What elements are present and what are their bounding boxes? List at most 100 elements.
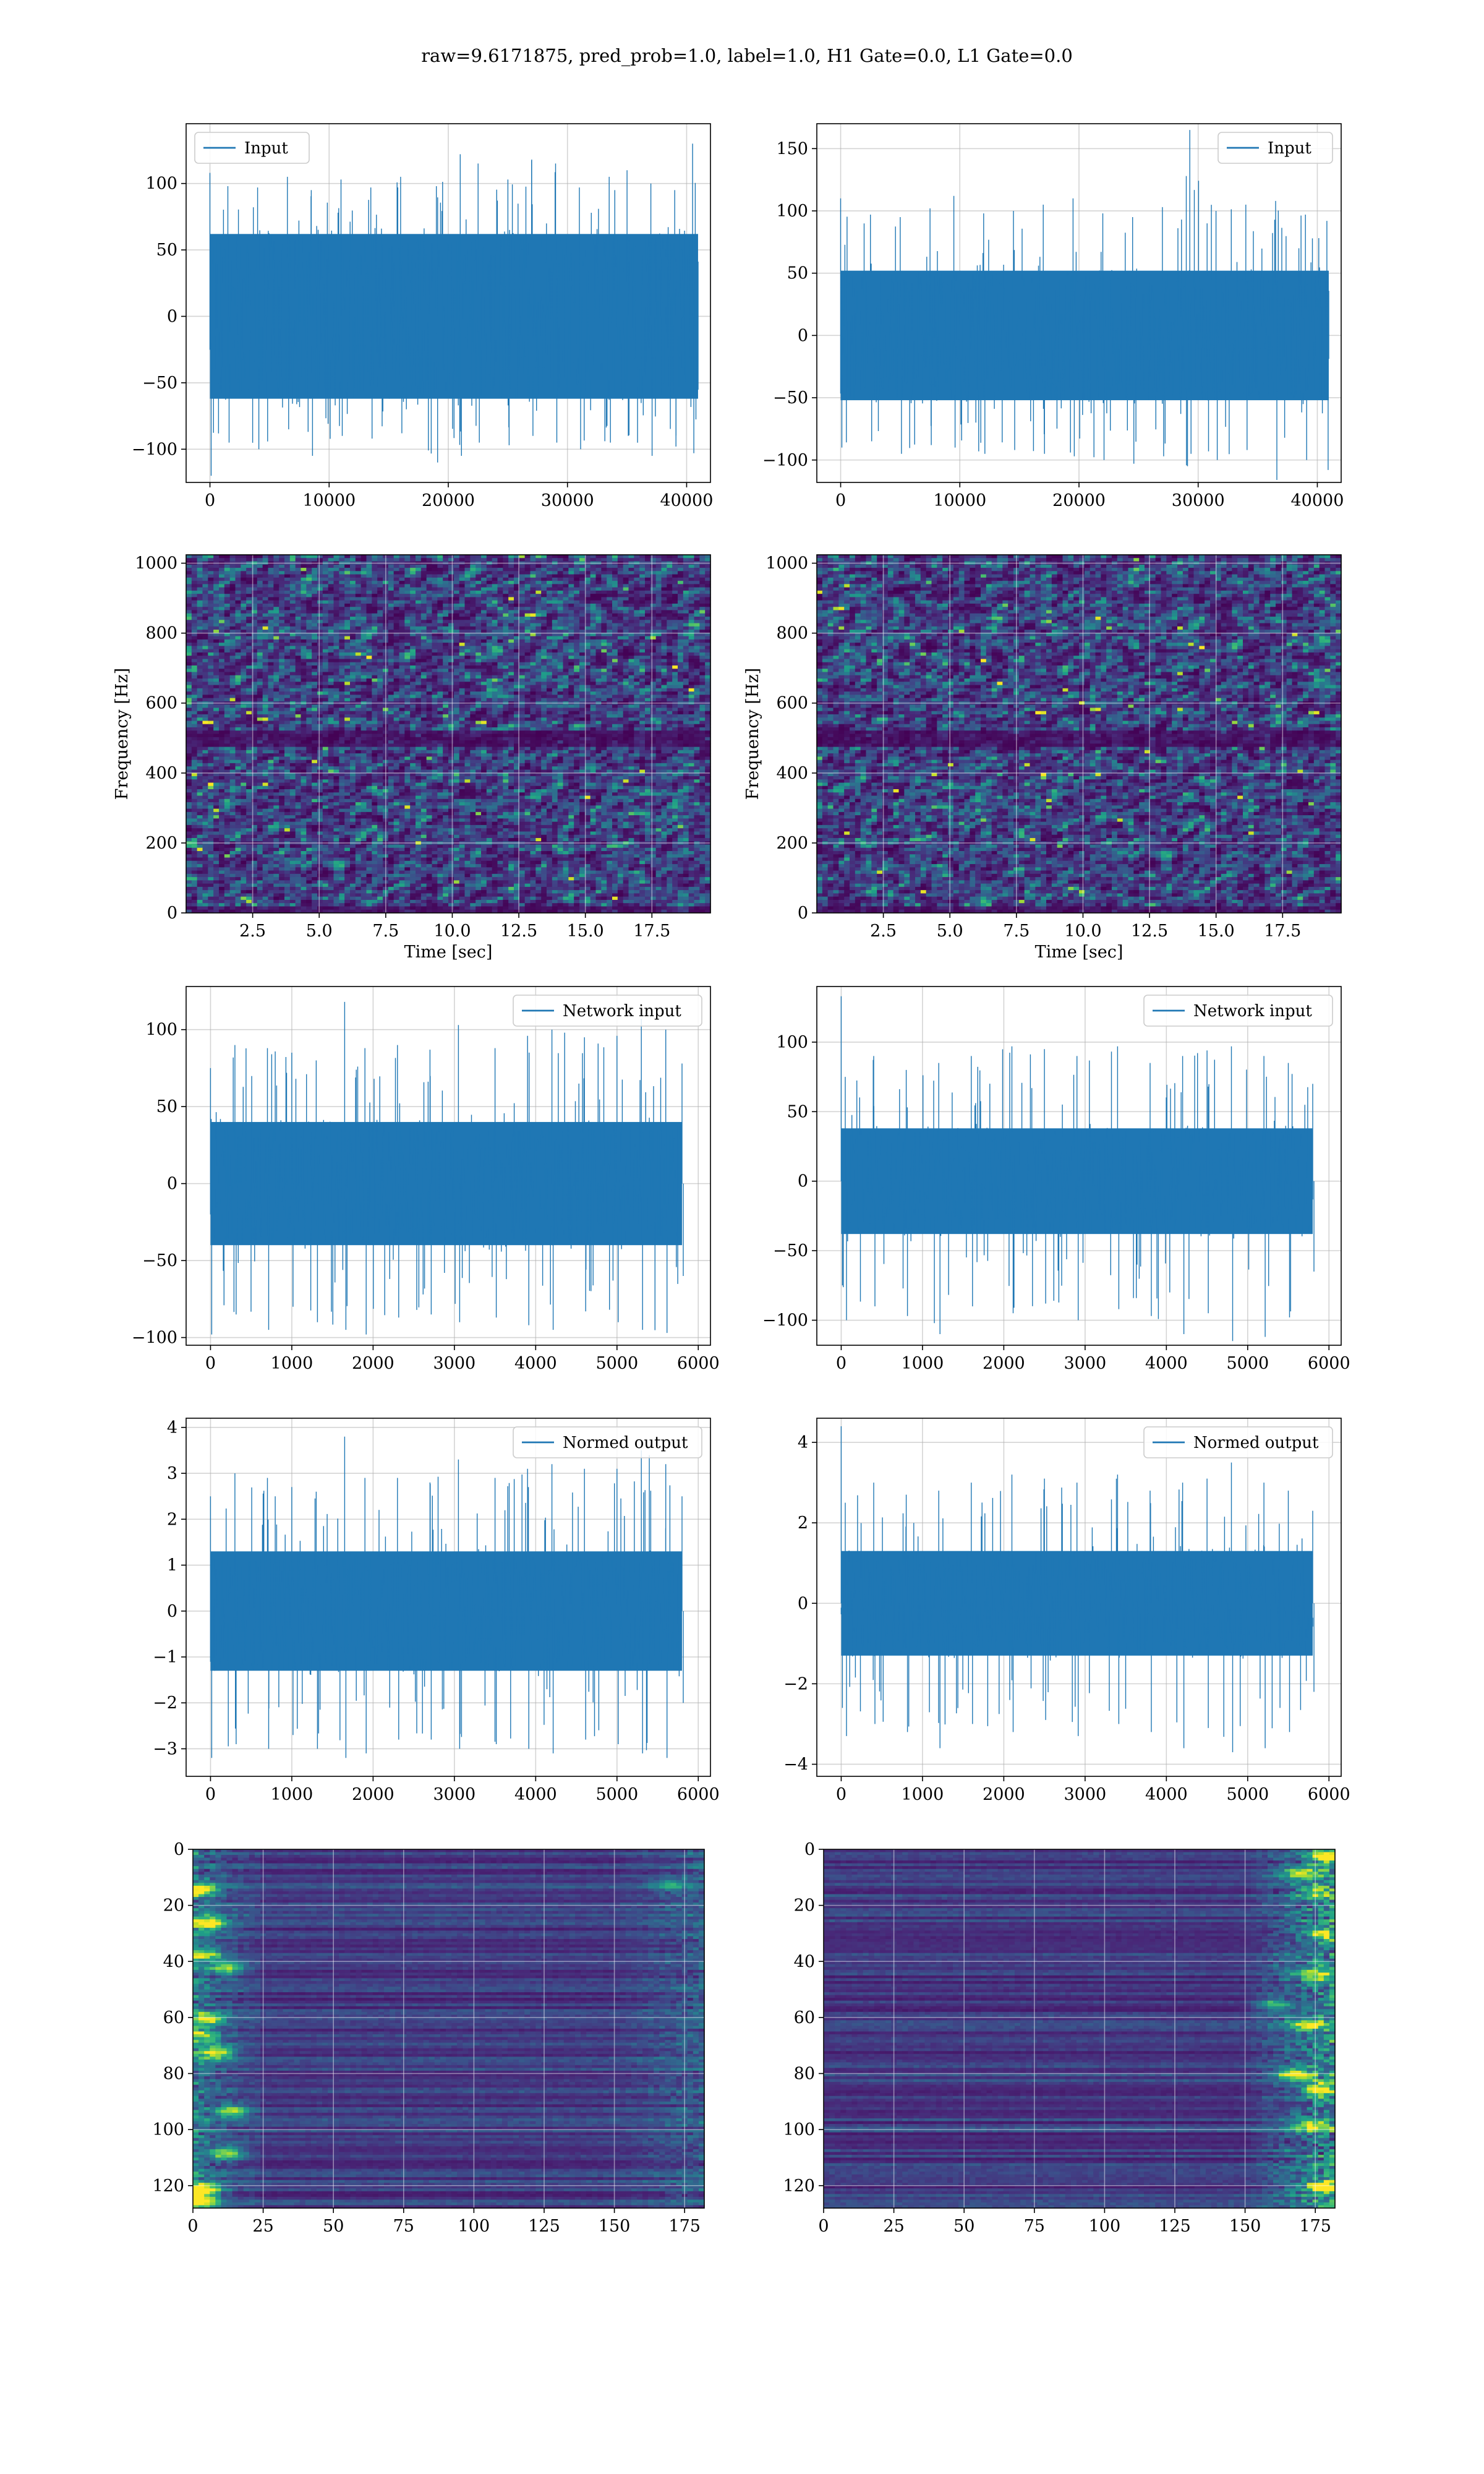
heatmap-cell xyxy=(503,708,509,712)
heatmap-cell xyxy=(295,639,302,643)
heatmap-cell xyxy=(229,587,236,591)
heatmap-cell xyxy=(317,704,323,708)
heatmap-cell xyxy=(377,590,383,594)
heatmap-cell xyxy=(672,649,678,653)
heatmap-cell xyxy=(574,630,580,633)
heatmap-cell xyxy=(279,620,285,624)
heatmap-cell xyxy=(328,659,335,663)
heatmap-cell xyxy=(197,555,203,559)
heatmap-cell xyxy=(634,600,640,604)
heatmap-cell xyxy=(399,555,405,559)
heatmap-cell xyxy=(229,623,236,627)
heatmap-cell xyxy=(557,555,564,559)
heatmap-cell xyxy=(552,643,558,646)
heatmap-cell xyxy=(333,564,339,568)
heatmap-cell xyxy=(464,698,471,702)
heatmap-cell xyxy=(432,587,438,591)
heatmap-cell xyxy=(623,678,629,682)
heatmap-cell xyxy=(661,574,667,578)
heatmap-cell xyxy=(257,620,263,624)
heatmap-cell xyxy=(399,701,405,705)
heatmap-cell xyxy=(563,626,569,630)
heatmap-cell xyxy=(655,607,662,611)
heatmap-cell xyxy=(524,630,531,633)
heatmap-cell xyxy=(262,630,269,633)
heatmap-cell xyxy=(503,656,509,660)
heatmap-cell xyxy=(366,649,372,653)
heatmap-cell xyxy=(623,613,629,617)
heatmap-cell xyxy=(634,558,640,562)
heatmap-cell xyxy=(284,587,291,591)
heatmap-cell xyxy=(584,659,591,663)
heatmap-cell xyxy=(224,698,231,702)
heatmap-cell xyxy=(492,558,498,562)
heatmap-cell xyxy=(492,675,498,679)
heatmap-cell xyxy=(312,568,318,571)
heatmap-cell xyxy=(464,571,471,575)
heatmap-cell xyxy=(557,584,564,588)
heatmap-cell xyxy=(579,581,586,584)
heatmap-cell xyxy=(667,659,673,663)
heatmap-cell xyxy=(383,607,389,611)
heatmap-cell xyxy=(235,688,241,692)
heatmap-cell xyxy=(639,571,646,575)
heatmap-cell xyxy=(464,659,471,663)
heatmap-cell xyxy=(595,669,602,673)
heatmap-cell xyxy=(317,587,323,591)
heatmap-cell xyxy=(279,555,285,559)
heatmap-cell xyxy=(672,561,678,565)
heatmap-cell xyxy=(497,581,503,584)
heatmap-cell xyxy=(224,617,231,620)
heatmap-cell xyxy=(339,607,345,611)
heatmap-cell xyxy=(497,688,503,692)
heatmap-cell xyxy=(344,617,351,620)
heatmap-cell xyxy=(186,652,192,656)
heatmap-cell xyxy=(470,597,476,601)
heatmap-cell xyxy=(486,682,493,686)
heatmap-cell xyxy=(568,678,574,682)
heatmap-cell xyxy=(213,587,220,591)
heatmap-cell xyxy=(678,698,684,702)
heatmap-cell xyxy=(475,603,482,607)
heatmap-cell xyxy=(306,678,312,682)
heatmap-cell xyxy=(284,646,291,650)
heatmap-cell xyxy=(339,646,345,650)
heatmap-cell xyxy=(393,646,400,650)
heatmap-cell xyxy=(655,678,662,682)
heatmap-cell xyxy=(257,672,263,676)
heatmap-cell xyxy=(257,571,263,575)
heatmap-cell xyxy=(634,607,640,611)
heatmap-cell xyxy=(628,581,634,584)
heatmap-cell xyxy=(301,649,307,653)
heatmap-cell xyxy=(634,672,640,676)
heatmap-cell xyxy=(688,607,695,611)
heatmap-cell xyxy=(530,561,536,565)
heatmap-cell xyxy=(568,561,574,565)
heatmap-cell xyxy=(699,688,706,692)
heatmap-cell xyxy=(279,714,285,718)
heatmap-cell xyxy=(399,636,405,640)
heatmap-cell xyxy=(645,662,651,666)
heatmap-cell xyxy=(552,577,558,581)
heatmap-cell xyxy=(628,691,634,695)
heatmap-cell xyxy=(410,691,416,695)
heatmap-cell xyxy=(246,639,252,643)
heatmap-cell xyxy=(235,643,241,646)
heatmap-cell xyxy=(590,662,597,666)
heatmap-cell xyxy=(535,584,542,588)
heatmap-cell xyxy=(492,695,498,699)
heatmap-cell xyxy=(372,685,378,689)
heatmap-cell xyxy=(639,652,646,656)
heatmap-cell xyxy=(366,675,372,679)
heatmap-cell xyxy=(295,574,302,578)
heatmap-cell xyxy=(584,603,591,607)
heatmap-cell xyxy=(246,711,252,715)
heatmap-cell xyxy=(186,564,192,568)
heatmap-cell xyxy=(229,698,236,702)
heatmap-cell xyxy=(584,691,591,695)
heatmap-cell xyxy=(492,701,498,705)
heatmap-cell xyxy=(519,581,526,584)
heatmap-cell xyxy=(453,617,460,620)
heatmap-cell xyxy=(650,714,657,718)
heatmap-cell xyxy=(453,636,460,640)
